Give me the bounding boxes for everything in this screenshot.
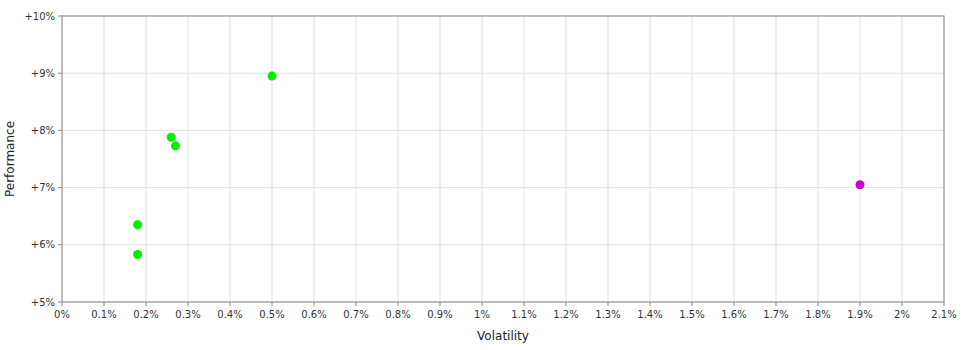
- x-tick-label: 1.6%: [721, 309, 746, 320]
- x-tick: [482, 302, 483, 306]
- y-tick: [58, 73, 62, 74]
- y-tick: [58, 244, 62, 245]
- y-tick-label: +9%: [31, 68, 55, 79]
- x-tick-label: 1.9%: [847, 309, 872, 320]
- x-tick: [104, 302, 105, 306]
- grid-line-x: [398, 16, 399, 302]
- x-tick: [524, 302, 525, 306]
- point: [171, 141, 180, 150]
- x-tick: [608, 302, 609, 306]
- x-tick-label: 1.7%: [763, 309, 788, 320]
- x-tick-label: 2%: [894, 309, 910, 320]
- grid-line-x: [608, 16, 609, 302]
- grid: [62, 16, 944, 302]
- x-tick: [230, 302, 231, 306]
- grid-line-y: [62, 187, 944, 188]
- x-tick: [902, 302, 903, 306]
- chart: 0% 0.1% 0.2% 0.3% 0.4% 0.5% 0.6% 0.7% 0.8% 0.9% 1%…: [0, 0, 966, 350]
- y-tick: [58, 130, 62, 131]
- x-tick: [566, 302, 567, 306]
- x-tick-label: 0.7%: [343, 309, 368, 320]
- x-tick: [860, 302, 861, 306]
- point: [133, 220, 142, 229]
- x-tick: [188, 302, 189, 306]
- point: [133, 250, 142, 259]
- x-tick: [398, 302, 399, 306]
- x-tick-label: 0.8%: [385, 309, 410, 320]
- x-tick-label: 1.8%: [805, 309, 830, 320]
- y-axis: +5% +6% +7% +8% +9% +10%: [24, 11, 62, 308]
- x-tick-label: 0.4%: [217, 309, 242, 320]
- series: [133, 72, 276, 259]
- x-tick-label: 1.1%: [511, 309, 536, 320]
- grid-line-x: [860, 16, 861, 302]
- y-tick-label: +7%: [31, 182, 55, 193]
- grid-line-x: [524, 16, 525, 302]
- x-tick-label: 0.1%: [91, 309, 116, 320]
- points: [133, 72, 864, 259]
- x-tick-label: 1.5%: [679, 309, 704, 320]
- x-tick: [944, 302, 945, 306]
- point: [856, 180, 865, 189]
- x-tick-label: 0.9%: [427, 309, 452, 320]
- y-tick-label: +5%: [31, 297, 55, 308]
- x-axis-label: Volatility: [477, 329, 529, 343]
- grid-line-x: [650, 16, 651, 302]
- grid-line-x: [566, 16, 567, 302]
- grid-line-x: [734, 16, 735, 302]
- grid-line-x: [314, 16, 315, 302]
- grid-line-x: [776, 16, 777, 302]
- x-tick-label: 0.2%: [133, 309, 158, 320]
- x-tick: [776, 302, 777, 306]
- x-tick: [146, 302, 147, 306]
- y-axis-label: Performance: [3, 121, 17, 197]
- x-tick-label: 0%: [54, 309, 70, 320]
- grid-line-x: [482, 16, 483, 302]
- grid-line-x: [146, 16, 147, 302]
- x-tick: [62, 302, 63, 306]
- plot-area: [62, 16, 944, 302]
- x-tick: [272, 302, 273, 306]
- point: [167, 133, 176, 142]
- y-tick-label: +8%: [31, 125, 55, 136]
- x-tick: [818, 302, 819, 306]
- y-tick: [58, 187, 62, 188]
- grid-line-y: [62, 130, 944, 131]
- grid-line-x: [188, 16, 189, 302]
- x-tick: [650, 302, 651, 306]
- x-tick: [692, 302, 693, 306]
- x-tick-label: 1.3%: [595, 309, 620, 320]
- y-tick-label: +6%: [31, 239, 55, 250]
- grid-line-x: [902, 16, 903, 302]
- x-tick-label: 1%: [474, 309, 490, 320]
- grid-line-x: [818, 16, 819, 302]
- x-tick: [314, 302, 315, 306]
- x-tick-label: 0.5%: [259, 309, 284, 320]
- grid-line-y: [62, 244, 944, 245]
- grid-line-x: [356, 16, 357, 302]
- x-tick-label: 1.4%: [637, 309, 662, 320]
- x-axis: 0% 0.1% 0.2% 0.3% 0.4% 0.5% 0.6% 0.7% 0.8% 0.9% 1%…: [54, 302, 957, 320]
- y-tick: [58, 302, 62, 303]
- series: [856, 180, 865, 189]
- y-tick: [58, 16, 62, 17]
- x-tick: [356, 302, 357, 306]
- grid-line-y: [62, 73, 944, 74]
- grid-line-x: [440, 16, 441, 302]
- x-tick: [734, 302, 735, 306]
- grid-line-x: [230, 16, 231, 302]
- x-tick-label: 1.2%: [553, 309, 578, 320]
- x-tick: [440, 302, 441, 306]
- grid-line-x: [272, 16, 273, 302]
- point: [268, 72, 277, 81]
- x-tick-label: 0.6%: [301, 309, 326, 320]
- x-tick-label: 0.3%: [175, 309, 200, 320]
- plot-frame: [62, 16, 944, 302]
- grid-line-x: [104, 16, 105, 302]
- y-tick-label: +10%: [24, 11, 55, 22]
- x-tick-label: 2.1%: [931, 309, 956, 320]
- grid-line-x: [692, 16, 693, 302]
